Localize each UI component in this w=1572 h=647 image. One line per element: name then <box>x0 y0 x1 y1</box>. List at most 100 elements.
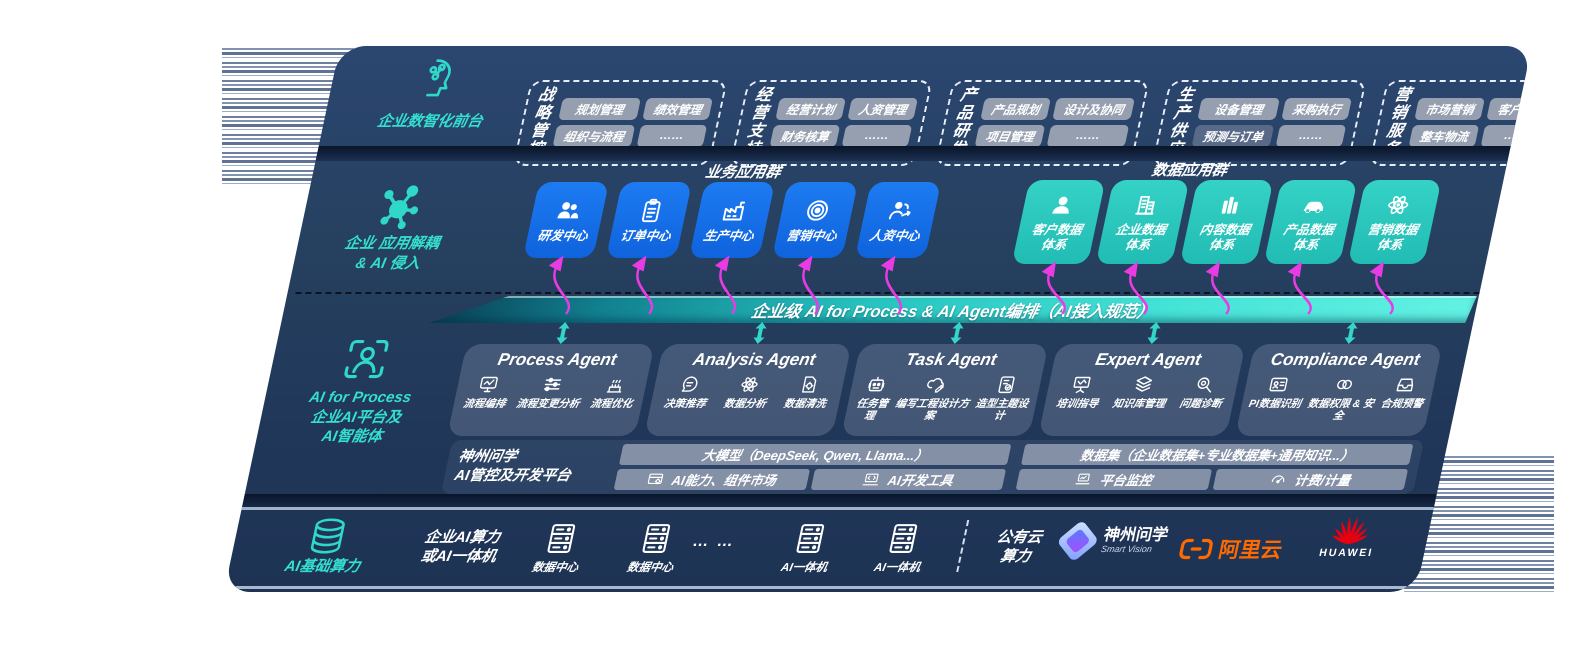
alibaba-cloud-logo: 阿里云 <box>1176 534 1285 564</box>
columns-icon <box>1214 192 1246 218</box>
shelf-edge <box>242 494 1437 507</box>
front-rail-label: 企业数智化前台 <box>375 113 485 130</box>
updown-arrow-icon <box>1145 322 1164 344</box>
alibaba-brackets-icon <box>1177 537 1216 561</box>
tile-enterprise-data: 企业数据 体系 <box>1095 180 1190 264</box>
card-check-icon <box>993 374 1018 395</box>
car-icon <box>1298 192 1330 218</box>
agent-capability: 培训指导 <box>1055 374 1105 410</box>
chip: …… <box>636 125 708 148</box>
tile-product-data: 产品数据 体系 <box>1263 180 1358 264</box>
server-icon <box>792 522 829 555</box>
rings-icon <box>1332 374 1357 395</box>
tray-icon <box>1393 374 1418 395</box>
training-board-icon <box>1069 374 1094 395</box>
huawei-flower-icon <box>1325 516 1377 546</box>
cell-monitoring: 平台监控 <box>1015 469 1212 490</box>
market-icon <box>645 471 666 488</box>
ai-bus-label: 企业级 AI for Process & AI Agent编排（AI接入规范） <box>749 302 1156 321</box>
chip: 市场营销 <box>1414 98 1486 121</box>
platform-dataset-group: 数据集（企业数据集+专业数据集+通用知识...） 平台监控 计费/计量 <box>1015 444 1414 490</box>
chip: 设备管理 <box>1197 98 1281 121</box>
people-icon <box>552 197 585 224</box>
cell-ai-devtools: AI开发工具 <box>810 469 1007 490</box>
node-datacenter: 数据中心 <box>519 522 600 575</box>
layers-icon <box>1130 374 1155 395</box>
ai-bus-bar: 企业级 AI for Process & AI Agent编排（AI接入规范） <box>429 296 1477 323</box>
dashed-divider <box>956 520 970 572</box>
updown-arrow-icon <box>554 322 573 344</box>
agent-capability: 知识库管理 <box>1111 374 1171 410</box>
data-apps-header: 数据应用群 <box>1150 162 1229 179</box>
agent-capability: 流程优化 <box>589 374 639 410</box>
tile-hr-center: 人资中心 <box>854 182 942 258</box>
chip: 人资管理 <box>847 98 918 121</box>
database-icon <box>304 516 353 556</box>
agent-task: Task Agent 任务管理 编写工程设计方案 造型主题设计 <box>841 344 1049 436</box>
updown-arrow-icon <box>751 322 770 344</box>
huawei-logo: HUAWEI <box>1313 516 1386 559</box>
agent-capability: 流程编排 <box>462 374 512 410</box>
tile-customer-data: 客户数据 体系 <box>1011 180 1106 264</box>
clipboard-icon <box>635 197 668 224</box>
atom-icon <box>1382 192 1414 218</box>
robot-icon <box>864 374 889 395</box>
tile-order-center: 订单中心 <box>605 182 693 258</box>
gauge-icon <box>1268 471 1289 488</box>
chip: 项目管理 <box>974 125 1046 148</box>
id-card-icon <box>1266 374 1291 395</box>
building-icon <box>1130 192 1162 218</box>
chip: …… <box>1480 125 1533 148</box>
server-icon <box>638 522 675 555</box>
smartvision-diamond-icon <box>1056 519 1099 563</box>
target-icon <box>801 197 834 224</box>
public-cloud-label: 公有云 算力 <box>995 529 1044 565</box>
tile-content-data: 内容数据 体系 <box>1179 180 1274 264</box>
chip: …… <box>1046 125 1130 148</box>
business-apps-header: 业务应用群 <box>703 164 783 181</box>
agent-capability: 数据清洗 <box>783 374 833 410</box>
ai-head-icon <box>408 56 464 102</box>
agent-analysis: Analysis Agent 决策推荐 数据分析 数据清洗 <box>644 344 852 436</box>
agent-capability: 流程变更分析 <box>515 374 586 410</box>
platform-strip: 神州问学 AI管控及开发平台 大模型（DeepSeek, Qwen, Llama.… <box>440 440 1425 494</box>
molecule-icon <box>368 182 429 232</box>
apps-rail-label: 企业 应用解耦 & AI 侵入 <box>343 235 441 272</box>
tile-rd-center: 研发中心 <box>522 182 610 258</box>
cell-ai-market: AI能力、组件市场 <box>613 469 810 490</box>
platform-model-group: 大模型（DeepSeek, Qwen, Llama...） AI能力、组件市场 … <box>613 444 1012 490</box>
node-ai-appliance: AI一体机 <box>768 522 849 575</box>
chip: 经营计划 <box>775 98 846 121</box>
chip: 设计及协同 <box>1052 98 1136 121</box>
floor-edge-line <box>234 586 1408 589</box>
atom-icon <box>736 374 761 395</box>
ai-rail-label: AI for Process 企业AI平台及 AI智能体 <box>307 389 413 445</box>
tile-production-center: 生产中心 <box>688 182 776 258</box>
laptop-chart-icon <box>1073 471 1094 488</box>
data-tiles: 客户数据 体系 企业数据 体系 内容数据 体系 产品数据 体系 营销数据 体系 <box>1011 180 1442 264</box>
search-gear-icon <box>1192 374 1217 395</box>
chip: …… <box>1275 125 1347 148</box>
chip: 组织与流程 <box>552 125 636 148</box>
agent-expert: Expert Agent 培训指导 知识库管理 问题诊断 <box>1038 344 1246 436</box>
band-divider-line <box>241 507 1435 510</box>
architecture-panel: 企业数智化前台 战略 管控 规划管理 绩效管理 组织与流程 …… 经营 支持 经营计… <box>223 46 1533 592</box>
business-tiles: 研发中心 订单中心 生产中心 营销中心 人资中心 <box>522 182 942 258</box>
agent-capability: 数据分析 <box>723 374 773 410</box>
agent-capability: 合规预警 <box>1377 374 1429 422</box>
chip: 预测与订单 <box>1191 125 1275 148</box>
chip: 产品规划 <box>980 98 1052 121</box>
layer-cake-icon <box>603 374 628 395</box>
head-chat-icon <box>676 374 701 395</box>
doc-gear-icon <box>796 374 821 395</box>
compute-label: 企业AI算力 或AI一体机 <box>419 529 502 565</box>
updown-arrow-icon <box>948 322 967 344</box>
node-ai-appliance: AI一体机 <box>861 522 942 575</box>
node-datacenter: 数据中心 <box>614 522 695 575</box>
agent-capability: 问题诊断 <box>1178 374 1228 410</box>
agent-compliance: Compliance Agent PI数据识别 数据权限 & 安全 合规预警 <box>1235 344 1443 436</box>
dashed-separator <box>295 292 1480 294</box>
chip: 规划管理 <box>558 98 641 121</box>
agent-process: Process Agent 流程编排 流程变更分析 流程优化 <box>447 344 655 436</box>
chip: 整车物流 <box>1408 125 1480 148</box>
